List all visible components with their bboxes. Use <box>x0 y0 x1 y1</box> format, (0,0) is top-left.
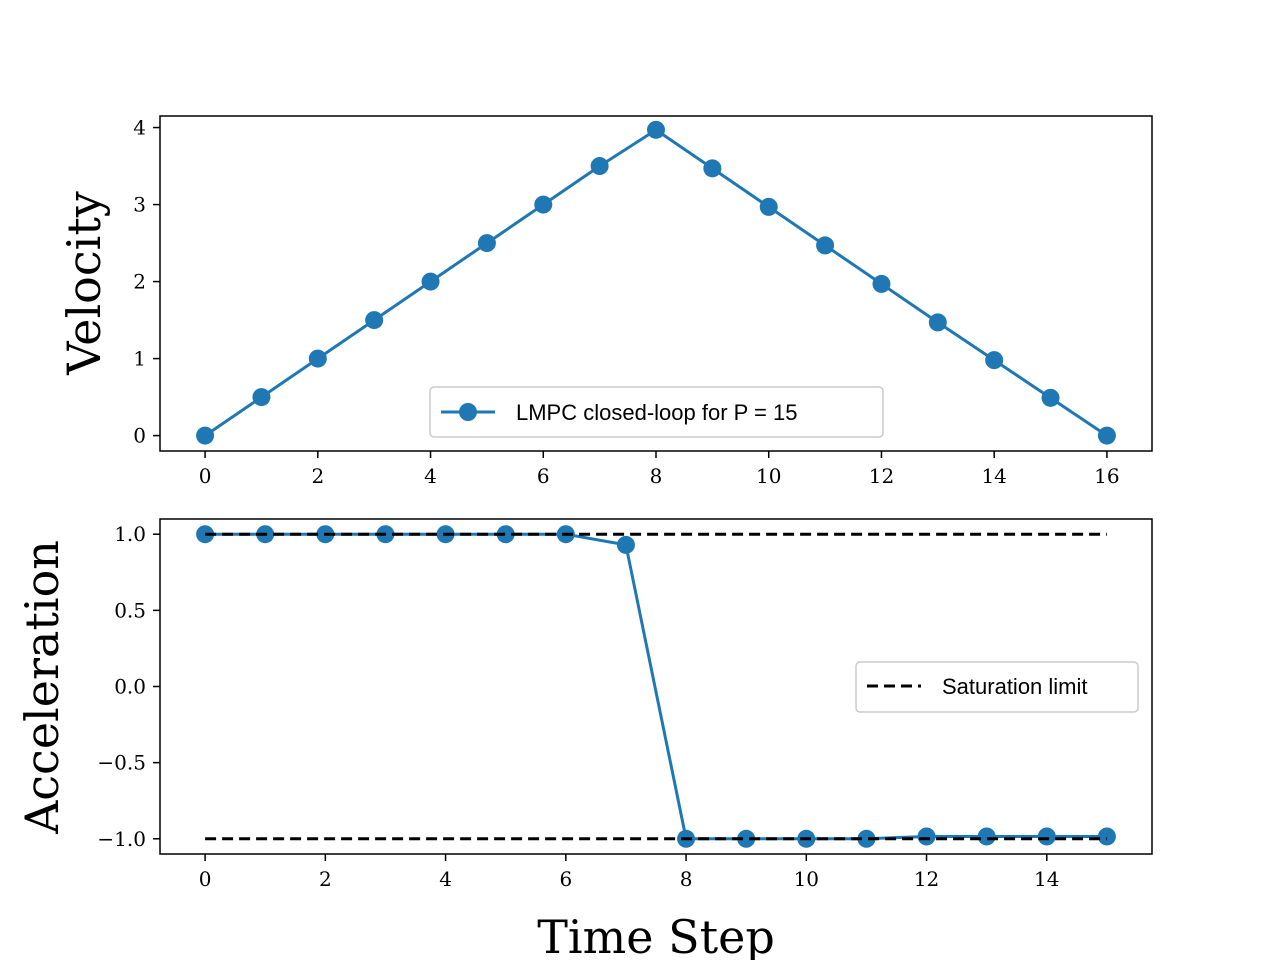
data-point <box>985 351 1004 370</box>
data-point <box>590 157 609 176</box>
data-point <box>917 827 936 846</box>
velocity-legend: LMPC closed-loop for P = 15 <box>429 386 884 438</box>
x-tick-label: 4 <box>424 464 437 488</box>
y-tick-label: 1 <box>133 347 146 371</box>
data-point <box>1041 388 1060 407</box>
x-tick-label: 10 <box>756 464 781 488</box>
y-tick-label: 0.0 <box>114 675 146 699</box>
data-point <box>1097 426 1116 445</box>
y-tick-label: 2 <box>133 270 146 294</box>
x-tick-label: 12 <box>914 867 939 891</box>
x-tick-label: 2 <box>319 867 332 891</box>
velocity-x-ticks: 0 2 4 6 8 10 12 14 16 <box>199 451 1120 488</box>
x-tick-label: 0 <box>199 867 212 891</box>
velocity-series-group <box>196 120 1116 445</box>
x-tick-label: 0 <box>199 464 212 488</box>
data-point <box>616 535 635 554</box>
data-point <box>703 159 722 178</box>
acceleration-y-ticks: −1.0 −0.5 0.0 0.5 1.0 <box>97 522 160 851</box>
data-point <box>477 234 496 253</box>
y-tick-label: 0 <box>133 424 146 448</box>
velocity-legend-marker <box>459 403 477 421</box>
series-line <box>205 532 1107 841</box>
acceleration-y-axis-label: Acceleration <box>15 540 69 835</box>
acceleration-legend-label: Saturation limit <box>942 674 1088 699</box>
data-point <box>196 426 215 445</box>
x-tick-label: 16 <box>1094 464 1119 488</box>
data-point <box>759 197 778 216</box>
x-tick-label: 6 <box>559 867 572 891</box>
data-point <box>857 829 876 848</box>
x-tick-label: 2 <box>311 464 324 488</box>
data-point <box>977 827 996 846</box>
y-tick-label: −0.5 <box>97 751 146 775</box>
acceleration-x-ticks: 0 2 4 6 8 10 12 14 <box>199 854 1060 891</box>
x-tick-label: 8 <box>680 867 693 891</box>
data-point <box>1097 827 1116 846</box>
acceleration-chart: 0 2 4 6 8 10 12 14 −1.0 −0.5 0.0 0.5 1.0 Accelerati… <box>15 518 1153 960</box>
acceleration-legend-box <box>855 661 1139 713</box>
data-point <box>421 272 440 291</box>
data-point <box>816 236 835 255</box>
data-point <box>872 274 891 293</box>
data-point <box>647 120 665 139</box>
x-tick-label: 4 <box>439 867 452 891</box>
data-point <box>534 195 553 214</box>
y-tick-label: −1.0 <box>97 827 146 851</box>
data-point <box>365 311 384 330</box>
y-tick-label: 4 <box>133 116 146 140</box>
data-point <box>1037 827 1056 846</box>
velocity-y-axis-label: Velocity <box>57 191 111 376</box>
data-point <box>196 525 215 544</box>
data-point <box>737 829 756 848</box>
x-tick-label: 14 <box>981 464 1006 488</box>
y-tick-label: 1.0 <box>114 522 146 546</box>
data-point <box>252 388 271 407</box>
x-tick-label: 6 <box>537 464 550 488</box>
y-tick-label: 3 <box>133 193 146 217</box>
x-tick-label: 10 <box>794 867 819 891</box>
velocity-legend-box <box>429 386 884 438</box>
data-point <box>496 525 515 544</box>
x-tick-label: 12 <box>869 464 894 488</box>
x-tick-label: 14 <box>1034 867 1059 891</box>
y-tick-label: 0.5 <box>114 598 146 622</box>
data-point <box>308 349 327 368</box>
x-axis-label: Time Step <box>537 910 775 960</box>
x-tick-label: 8 <box>650 464 663 488</box>
velocity-legend-label: LMPC closed-loop for P = 15 <box>516 400 797 425</box>
acceleration-series-group <box>196 525 1116 848</box>
data-point <box>928 313 947 332</box>
acceleration-legend: Saturation limit <box>855 661 1139 713</box>
velocity-y-ticks: 0 1 2 3 4 <box>133 116 160 448</box>
